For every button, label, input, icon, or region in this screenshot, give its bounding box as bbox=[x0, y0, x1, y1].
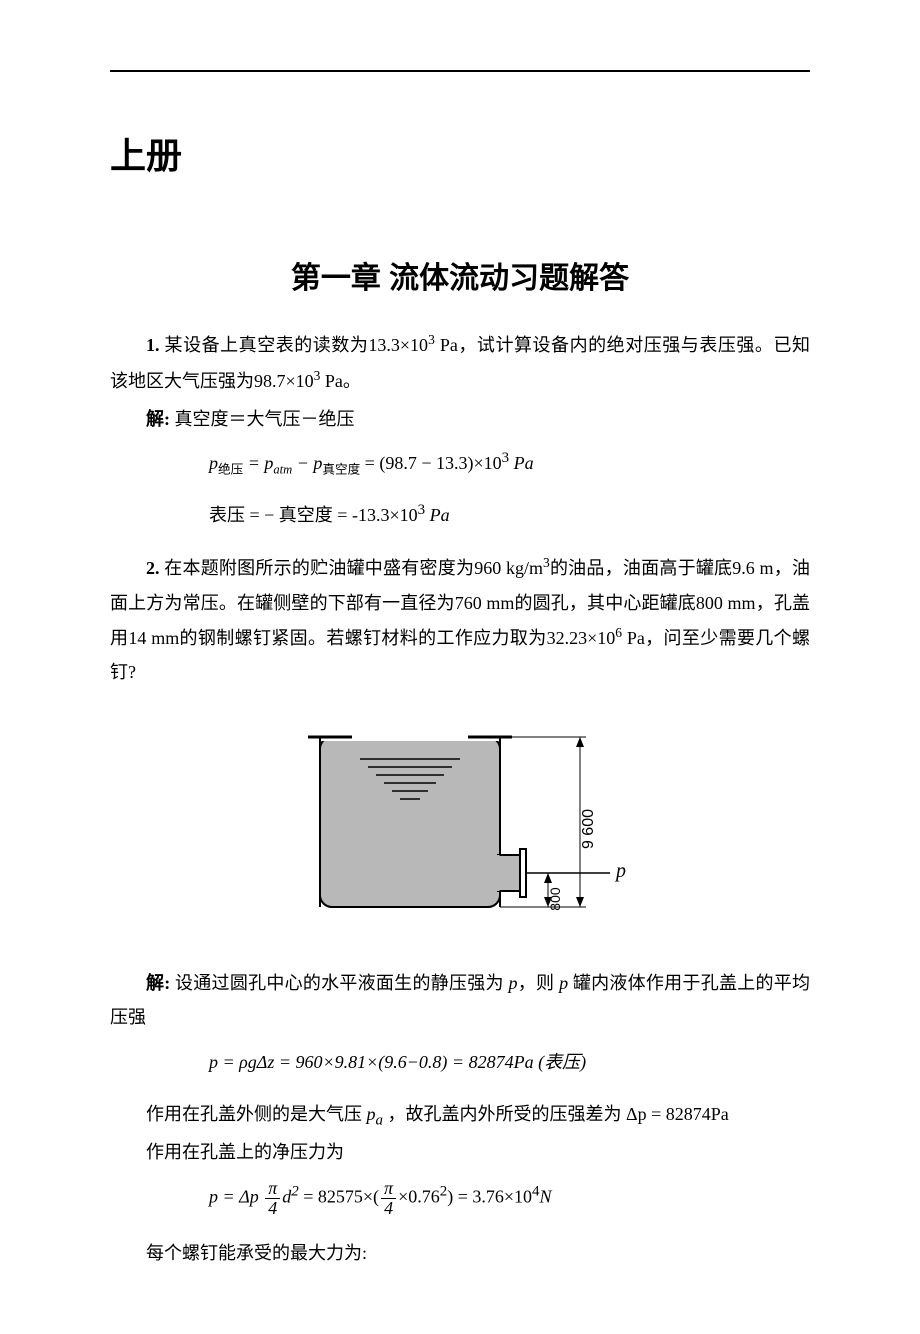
eq2-text: 表压 = − 真空度 = -13.3×10 bbox=[209, 505, 418, 525]
eq1-sub1: 绝压 bbox=[218, 463, 243, 477]
p2-sol-a: 设通过圆孔中心的水平液面生的静压强为 bbox=[170, 973, 508, 993]
p2-exp-a: 3 bbox=[543, 555, 550, 570]
eq4-frac2: π 4 bbox=[381, 1179, 396, 1218]
eq1-mid1: = p bbox=[243, 453, 273, 473]
p2-line4-a: 作用在孔盖外侧的是大气压 bbox=[146, 1104, 367, 1124]
eq1-sub3: 真空度 bbox=[322, 463, 360, 477]
problem-2-line4: 作用在孔盖外侧的是大气压 pa ，故孔盖内外所受的压强差为 Δp = 82874… bbox=[110, 1097, 810, 1131]
dim-9600-arrow-bot bbox=[576, 897, 584, 907]
eq4-c: = 82575×( bbox=[299, 1187, 379, 1207]
dim-9600-arrow-top bbox=[576, 737, 584, 747]
eq1-lhs: p bbox=[209, 453, 218, 473]
eq1-sub2: atm bbox=[273, 463, 292, 477]
eq2-exp: 3 bbox=[418, 502, 426, 518]
tank-body bbox=[320, 737, 500, 907]
dim-9600-label: 9 600 bbox=[580, 809, 597, 849]
eq4-frac1-num: π bbox=[265, 1179, 280, 1199]
problem-1-statement: 1. 某设备上真空表的读数为13.3×103 Pa，试计算设备内的绝对压强与表压… bbox=[110, 327, 810, 397]
p1-text-c: Pa。 bbox=[320, 371, 361, 391]
chapter-title: 第一章 流体流动习题解答 bbox=[110, 250, 810, 307]
eq1-unit: Pa bbox=[509, 453, 534, 473]
problem-2-solution-intro: 解: 设通过圆孔中心的水平液面生的静压强为 p，则 p 罐内液体作用于孔盖上的平… bbox=[110, 966, 810, 1034]
p2-text-a: 在本题附图所示的贮油罐中盛有密度为960 kg/m bbox=[160, 558, 543, 578]
p2-var1: p bbox=[509, 973, 518, 993]
problem-number-2: 2. bbox=[146, 558, 160, 578]
problem-1-solution-line1: 解: 真空度＝大气压－绝压 bbox=[110, 402, 810, 436]
equation-1: p绝压 = patm − p真空度 = (98.7 − 13.3)×103 Pa bbox=[110, 446, 810, 480]
eq4-e: ) = 3.76×10 bbox=[447, 1187, 532, 1207]
p2-line6: 每个螺钉能承受的最大力为: bbox=[146, 1243, 367, 1263]
eq4-a: p = Δp bbox=[209, 1187, 259, 1207]
eq1-rhs: = (98.7 − 13.3)×10 bbox=[360, 453, 501, 473]
p1-text-a: 某设备上真空表的读数为13.3×10 bbox=[160, 335, 429, 355]
problem-2-line6: 每个螺钉能承受的最大力为: bbox=[110, 1236, 810, 1270]
eq1-exp: 3 bbox=[502, 450, 510, 466]
p-label: p bbox=[614, 860, 626, 882]
eq1-mid2: − p bbox=[292, 453, 322, 473]
eq4-frac1-den: 4 bbox=[265, 1199, 280, 1218]
p2-sol-b: ，则 bbox=[518, 973, 560, 993]
p2-line5: 作用在孔盖上的净压力为 bbox=[146, 1142, 344, 1162]
eq4-frac2-num: π bbox=[381, 1179, 396, 1199]
tank-diagram-svg: p 9 600 800 bbox=[280, 707, 640, 937]
eq4-frac1: π 4 bbox=[265, 1179, 280, 1218]
p2-exp-b: 6 bbox=[615, 625, 622, 640]
p1-exp-a: 3 bbox=[428, 332, 435, 347]
problem-2-line5: 作用在孔盖上的净压力为 bbox=[110, 1135, 810, 1169]
eq4-b: d bbox=[282, 1187, 291, 1207]
eq4-d: ×0.76 bbox=[398, 1187, 440, 1207]
tank-nozzle-fill bbox=[498, 857, 520, 889]
tank-figure: p 9 600 800 bbox=[110, 707, 810, 948]
eq4-eexp: 4 bbox=[532, 1184, 540, 1200]
volume-title: 上册 bbox=[110, 122, 810, 190]
eq4-bexp: 2 bbox=[291, 1184, 299, 1200]
equation-4: p = Δp π 4 d2 = 82575×( π 4 ×0.762) = 3.… bbox=[110, 1179, 810, 1218]
p2-var2: p bbox=[559, 973, 568, 993]
p2-line4-varsub: a bbox=[376, 1112, 384, 1128]
solution-label-1: 解: bbox=[146, 409, 170, 429]
problem-number-1: 1. bbox=[146, 335, 160, 355]
problem-2-statement: 2. 在本题附图所示的贮油罐中盛有密度为960 kg/m3的油品，油面高于罐底9… bbox=[110, 550, 810, 689]
p2-line4-var: p bbox=[367, 1104, 376, 1124]
equation-3: p = ρgΔz = 960×9.81×(9.6−0.8) = 82874Pa … bbox=[110, 1045, 810, 1079]
eq4-f: N bbox=[540, 1187, 552, 1207]
p1-sol-line1: 真空度＝大气压－绝压 bbox=[170, 409, 355, 429]
dim-800-arrow-top bbox=[544, 873, 552, 883]
eq3-text: p = ρgΔz = 960×9.81×(9.6−0.8) = 82874Pa … bbox=[209, 1052, 586, 1072]
equation-2: 表压 = − 真空度 = -13.3×103 Pa bbox=[110, 498, 810, 532]
tank-flange bbox=[520, 849, 526, 897]
p2-line4-b: ，故孔盖内外所受的压强差为 Δp = 82874Pa bbox=[383, 1104, 729, 1124]
eq4-frac2-den: 4 bbox=[381, 1199, 396, 1218]
top-horizontal-rule bbox=[110, 70, 810, 72]
dim-800-label: 800 bbox=[547, 887, 563, 911]
eq2-unit: Pa bbox=[425, 505, 450, 525]
solution-label-2: 解: bbox=[146, 973, 170, 993]
